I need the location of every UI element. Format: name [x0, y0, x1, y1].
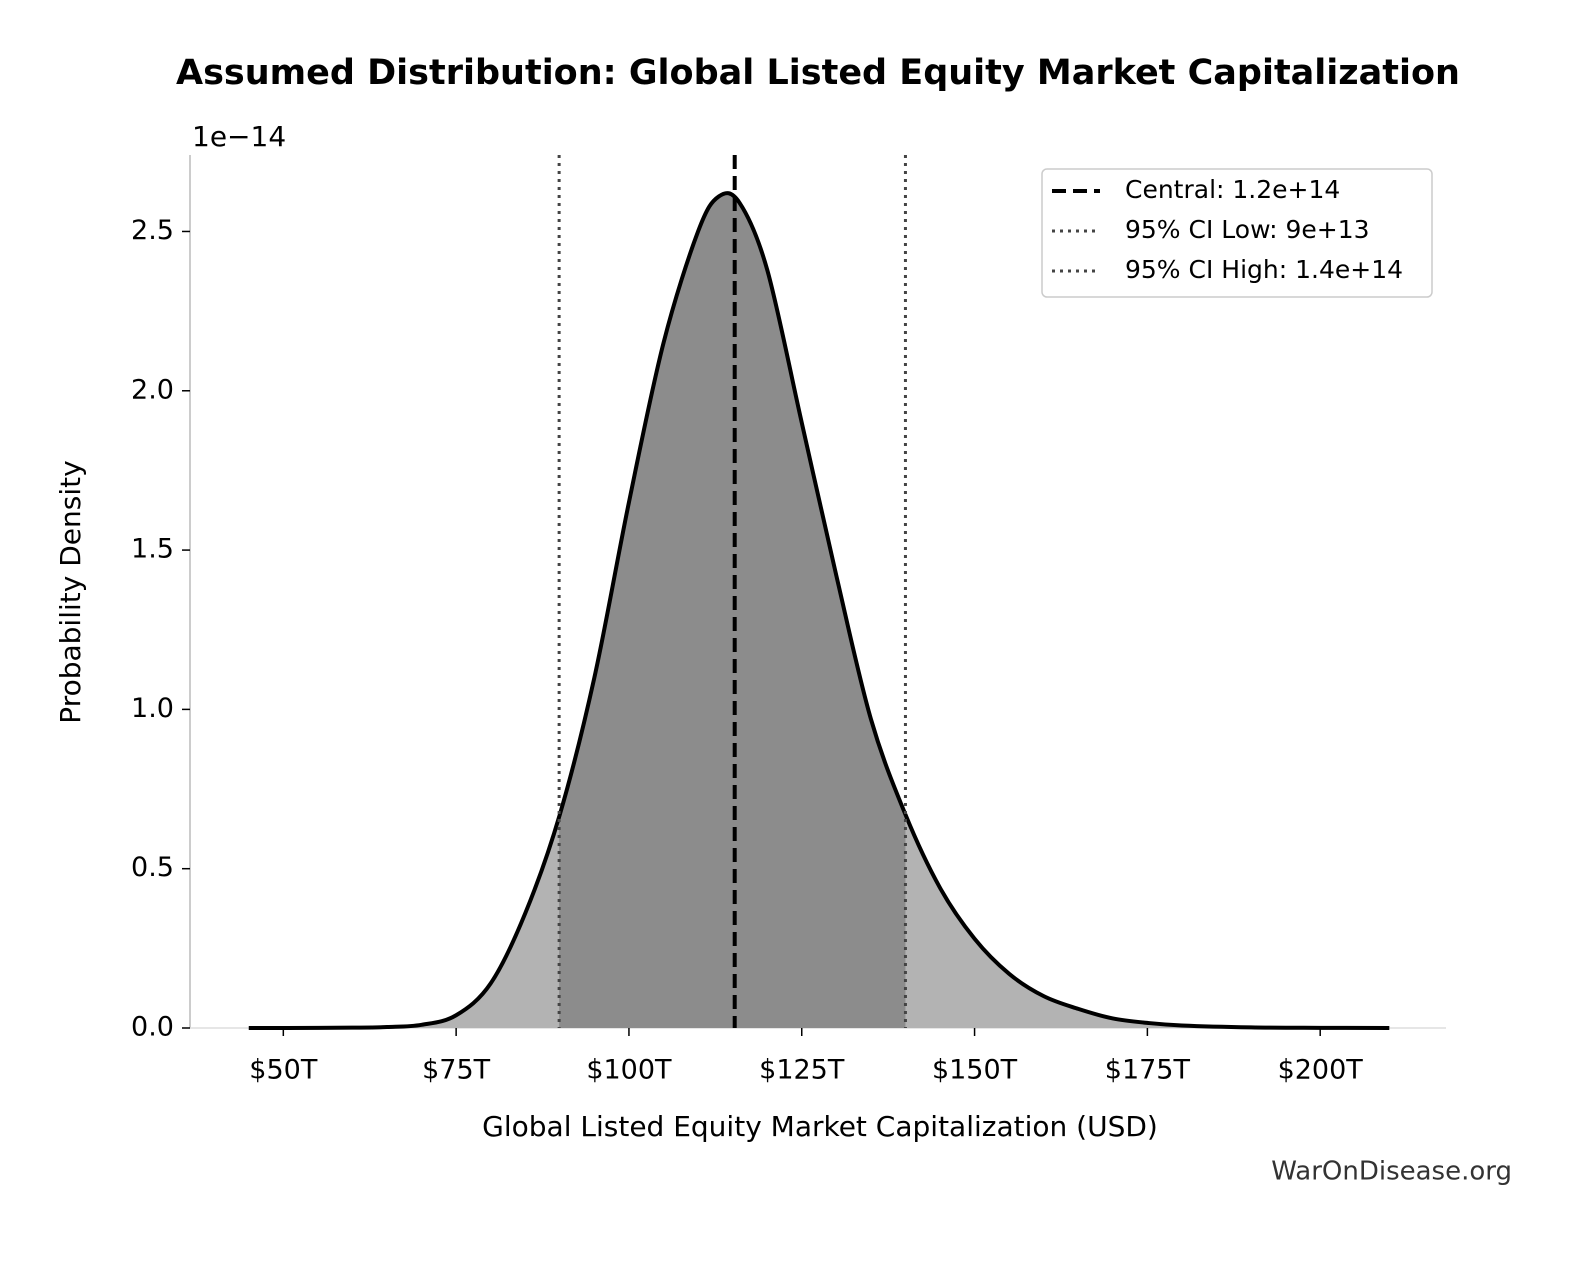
legend-label: Central: 1.2e+14 [1125, 175, 1340, 204]
y-tick-label: 0.5 [131, 852, 174, 883]
ci-area-fill [559, 193, 906, 1028]
x-tick-label: $75T [422, 1055, 491, 1086]
x-axis-label: Global Listed Equity Market Capitalizati… [482, 1110, 1158, 1143]
y-axis-label: Probability Density [54, 460, 87, 723]
y-tick-label: 2.0 [131, 374, 174, 405]
x-tick-label: $125T [759, 1055, 845, 1086]
chart-title: Assumed Distribution: Global Listed Equi… [176, 53, 1460, 93]
y-tick-label: 2.5 [131, 215, 174, 246]
legend-box [1041, 168, 1433, 298]
y-offset-text: 1e−14 [192, 120, 286, 153]
watermark: WarOnDisease.org [1271, 1157, 1512, 1187]
x-tick-label: $150T [932, 1055, 1018, 1086]
legend-label: 95% CI Low: 9e+13 [1125, 215, 1370, 244]
x-tick-label: $100T [586, 1055, 672, 1086]
x-tick-label: $50T [249, 1055, 318, 1086]
y-tick-label: 1.5 [131, 534, 174, 565]
y-tick-label: 0.0 [131, 1012, 174, 1043]
legend-label: 95% CI High: 1.4e+14 [1125, 255, 1403, 284]
y-tick-label: 1.0 [131, 693, 174, 724]
x-tick-label: $200T [1278, 1055, 1364, 1086]
density-curve [248, 191, 1390, 1031]
x-tick-label: $175T [1105, 1055, 1191, 1086]
